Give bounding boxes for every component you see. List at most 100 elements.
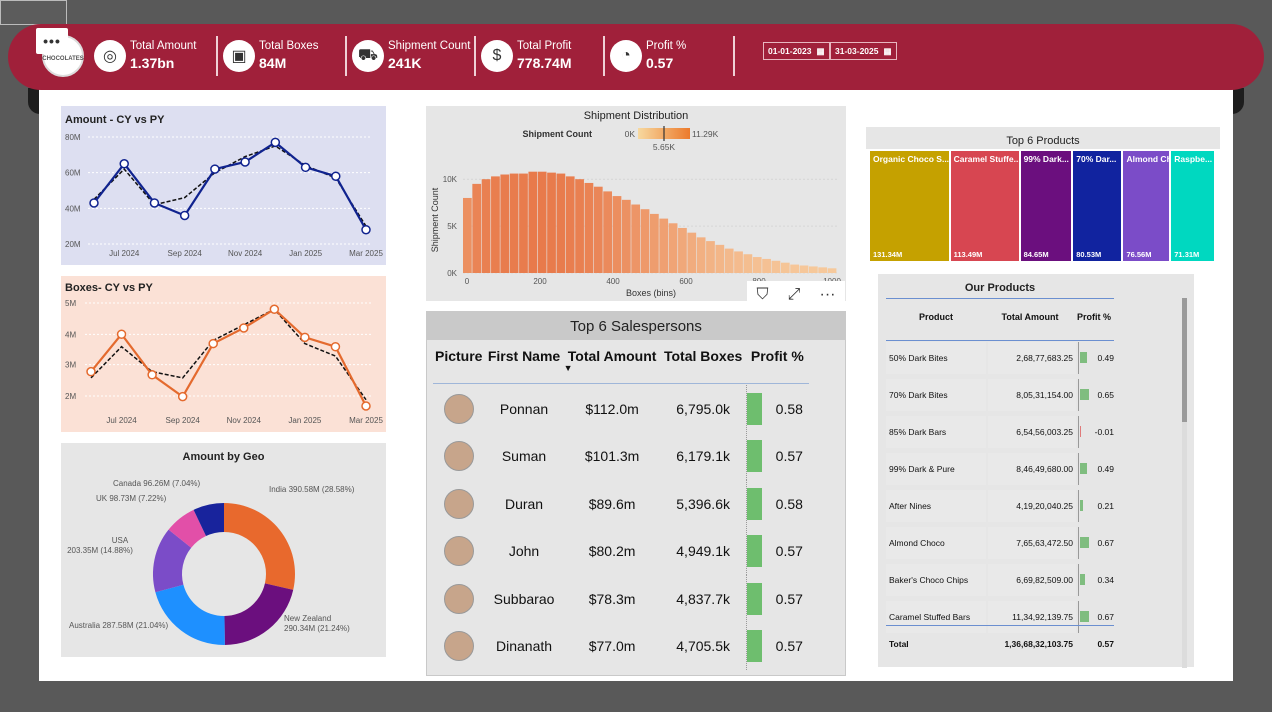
gauge-icon: ◔ xyxy=(610,40,642,72)
histogram-bar xyxy=(827,268,837,273)
more-options-icon[interactable]: ··· xyxy=(819,286,836,303)
table-row[interactable]: Almond Choco 7,65,63,472.50 0.67 xyxy=(886,527,1114,559)
col-profit-pct[interactable]: Profit % xyxy=(750,348,804,364)
histogram-bar xyxy=(818,267,828,273)
date-from-picker[interactable]: 01-01-2023 ▦ xyxy=(763,42,830,60)
table-row[interactable]: Ponnan $112.0m 6,795.0k 0.58 xyxy=(433,385,809,432)
cy-data-point xyxy=(330,341,341,352)
table-row[interactable]: 99% Dark & Pure 8,46,49,680.00 0.49 xyxy=(886,453,1114,485)
picture-cell xyxy=(433,583,484,614)
profit-bar xyxy=(1080,463,1087,474)
products-scrollbar[interactable] xyxy=(1182,298,1187,668)
col-first-name[interactable]: First Name xyxy=(487,348,561,364)
col-total-boxes[interactable]: Total Boxes xyxy=(663,348,743,364)
table-row[interactable]: Dinanath $77.0m 4,705.5k 0.57 xyxy=(433,622,809,670)
profit-bar xyxy=(1080,611,1090,622)
treemap-tile[interactable]: 99% Dark... 84.65M xyxy=(1020,151,1072,261)
col-total-amount[interactable]: Total Amount ▼ xyxy=(564,348,661,373)
treemap-tile[interactable]: Caramel Stuffe... 113.49M xyxy=(950,151,1019,261)
table-row[interactable]: Subbarao $78.3m 4,837.7k 0.57 xyxy=(433,575,809,622)
table-row[interactable]: John $80.2m 4,949.1k 0.57 xyxy=(433,527,809,575)
cy-data-point xyxy=(147,370,157,380)
products-title-underline xyxy=(886,298,1114,299)
donut-slice-australia xyxy=(155,584,225,645)
slice-label: New Zealand xyxy=(284,614,331,623)
shipment-chart-panel: Shipment Distribution Shipment Count 0K 11… xyxy=(426,106,846,301)
histogram-bar xyxy=(463,197,472,273)
tile-value: 131.34M xyxy=(873,250,903,259)
total-amount: $78.3m xyxy=(588,590,636,607)
product-profit-cell: 0.21 xyxy=(1078,490,1114,522)
products-title: Our Products xyxy=(964,282,1036,294)
donut-slice-india xyxy=(224,503,295,590)
tile-value: 84.65M xyxy=(1023,250,1049,259)
kpi-separator xyxy=(733,36,735,76)
y-tick-label: 3M xyxy=(65,361,76,370)
date-to: 31-03-2025 xyxy=(835,46,879,56)
date-to-picker[interactable]: 31-03-2025 ▦ xyxy=(830,42,897,60)
table-row[interactable]: Caramel Stuffed Bars 11,34,92,139.75 0.67 xyxy=(886,601,1114,633)
col-profit-pct[interactable]: Profit % xyxy=(1076,312,1111,322)
cy-data-point xyxy=(149,198,160,208)
products-scrollbar-thumb[interactable] xyxy=(1182,298,1187,422)
x-tick-label: Jul 2024 xyxy=(109,249,140,258)
table-row[interactable]: 50% Dark Bites 2,68,77,683.25 0.49 xyxy=(886,342,1114,374)
focus-mode-icon[interactable]: ⤢ xyxy=(787,286,801,303)
cy-data-point xyxy=(239,323,249,333)
product-profit: 0.34 xyxy=(1097,575,1114,585)
x-tick-label: Nov 2024 xyxy=(227,416,262,425)
cy-series-line xyxy=(90,307,367,407)
x-tick-label: Jan 2025 xyxy=(288,416,321,425)
profit-bar xyxy=(1080,574,1085,585)
filter-icon[interactable]: ⛉ xyxy=(756,286,769,303)
y-tick-label: 10K xyxy=(443,175,458,184)
table-row[interactable]: After Nines 4,19,20,040.25 0.21 xyxy=(886,490,1114,522)
more-options-button[interactable]: ••• xyxy=(36,28,68,54)
cy-data-point xyxy=(300,162,311,173)
kpi-separator xyxy=(603,36,605,76)
money-icon: $ xyxy=(481,40,513,72)
histogram-bar xyxy=(640,209,650,273)
donut-slice-canada xyxy=(193,503,224,537)
truck-icon: ⛟ xyxy=(352,40,384,72)
legend-min: 0K xyxy=(625,129,636,139)
total-boxes: 6,179.1k xyxy=(676,448,730,464)
histogram-bar xyxy=(603,191,612,273)
products-total-divider xyxy=(886,625,1114,626)
picture-cell xyxy=(433,536,484,566)
table-row[interactable]: Suman $101.3m 6,179.1k 0.57 xyxy=(433,432,809,480)
treemap-tile[interactable]: 70% Dar... 80.53M xyxy=(1073,151,1122,261)
tile-name: 99% Dark... xyxy=(1023,154,1069,164)
profit-cell: 0.57 xyxy=(745,432,809,480)
table-row[interactable]: 70% Dark Bites 8,05,31,154.00 0.65 xyxy=(886,379,1114,411)
salespersons-table-header: Picture First Name Total Amount ▼ Total B… xyxy=(433,348,809,384)
col-total-amount[interactable]: Total Amount xyxy=(1001,312,1059,322)
shipment-chart-title: Shipment Distribution xyxy=(583,110,689,122)
total-boxes: 5,396.6k xyxy=(676,495,730,512)
col-product[interactable]: Product xyxy=(918,312,953,322)
kpi-value: 241K xyxy=(388,55,422,71)
treemap-tile[interactable]: Organic Choco S... 131.34M xyxy=(870,151,949,261)
product-name: 70% Dark Bites xyxy=(886,379,986,411)
top6-products-treemap: Organic Choco S... 131.34M Caramel Stuffe.… xyxy=(870,151,1216,261)
first-name: Subbarao xyxy=(493,590,555,607)
cy-data-point xyxy=(269,304,280,314)
histogram-bar xyxy=(556,173,566,273)
shipment-histogram: Shipment Count 0K 11.29K 5.65K 0K 5K 10K 0 200 40… xyxy=(430,126,841,298)
table-row[interactable]: Duran $89.6m 5,396.6k 0.58 xyxy=(433,480,809,527)
boxes-chart-title: Boxes- CY vs PY xyxy=(65,282,153,294)
y-tick-label: 60M xyxy=(65,169,81,178)
treemap-tile[interactable]: Almond Ch... 76.56M xyxy=(1123,151,1170,261)
total-amount: $101.3m xyxy=(584,448,640,464)
product-name: After Nines xyxy=(886,490,986,522)
product-profit-cell: 0.34 xyxy=(1078,564,1114,596)
donut-slice-usa xyxy=(153,529,192,593)
total-amount: $80.2m xyxy=(588,543,636,559)
histogram-bar xyxy=(762,258,771,273)
x-tick-label: Mar 2025 xyxy=(349,249,383,258)
salespersons-panel: Top 6 Salespersons Picture First Name To… xyxy=(426,311,846,676)
table-row[interactable]: 85% Dark Bars 6,54,56,003.25 -0.01 xyxy=(886,416,1114,448)
col-picture[interactable]: Picture xyxy=(434,348,483,364)
table-row[interactable]: Baker's Choco Chips 6,69,82,509.00 0.34 xyxy=(886,564,1114,596)
treemap-tile[interactable]: Raspbe... 71.31M xyxy=(1171,151,1214,261)
